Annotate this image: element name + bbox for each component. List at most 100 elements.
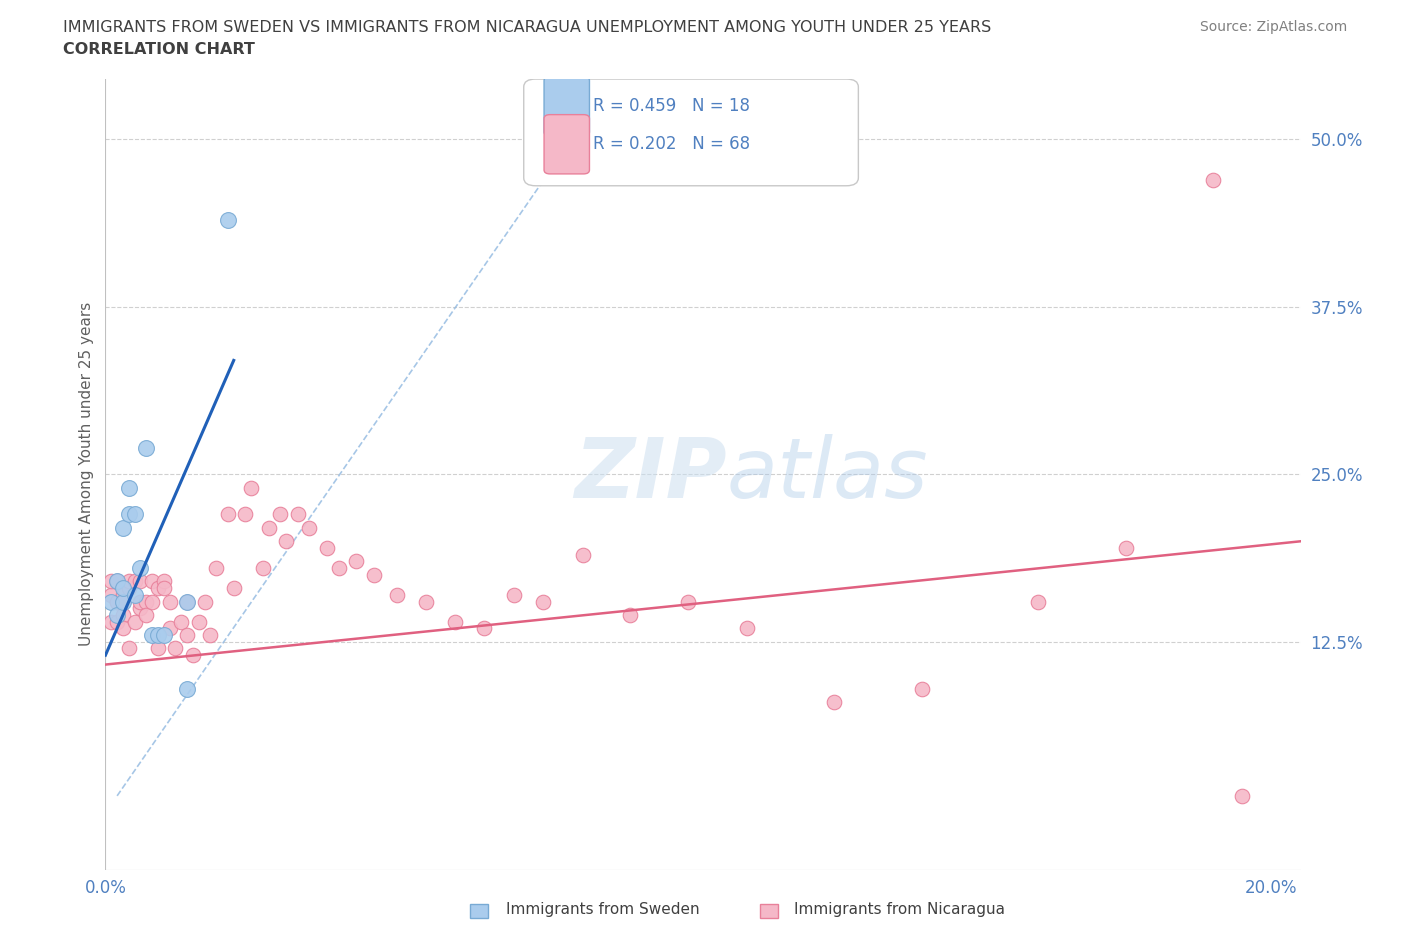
Point [105, 594, 128, 609]
Point [100, 614, 122, 629]
Point [276, 534, 298, 549]
Point [200, 628, 222, 643]
Point [217, 507, 239, 522]
Point [111, 594, 134, 609]
FancyBboxPatch shape [544, 76, 589, 136]
Point [105, 574, 128, 589]
Point [111, 594, 134, 609]
Point [105, 574, 128, 589]
Point [269, 507, 291, 522]
Text: R = 0.202   N = 68: R = 0.202 N = 68 [593, 135, 751, 153]
Point [415, 594, 437, 609]
Point [118, 480, 141, 495]
Point [531, 594, 554, 609]
Point [129, 574, 152, 589]
Point [502, 588, 524, 603]
Text: R = 0.459   N = 18: R = 0.459 N = 18 [593, 97, 749, 115]
Point [118, 574, 141, 589]
Point [572, 547, 595, 562]
Point [124, 507, 146, 522]
Text: IMMIGRANTS FROM SWEDEN VS IMMIGRANTS FROM NICARAGUA UNEMPLOYMENT AMONG YOUTH UND: IMMIGRANTS FROM SWEDEN VS IMMIGRANTS FRO… [63, 20, 991, 35]
FancyBboxPatch shape [524, 79, 858, 186]
Point [129, 601, 152, 616]
Point [176, 594, 198, 609]
Point [129, 594, 152, 609]
Point [316, 540, 339, 555]
Point [100, 594, 122, 609]
Point [823, 695, 845, 710]
Bar [761, 904, 778, 918]
Point [100, 574, 122, 589]
Point [100, 588, 122, 603]
Point [105, 594, 128, 609]
Point [181, 647, 204, 662]
Point [176, 682, 198, 697]
Point [363, 567, 385, 582]
Point [111, 521, 134, 536]
Point [152, 628, 174, 643]
Text: atlas: atlas [727, 433, 928, 515]
Bar [470, 904, 488, 918]
Point [678, 594, 700, 609]
Y-axis label: Unemployment Among Youth under 25 years: Unemployment Among Youth under 25 years [79, 302, 94, 646]
Point [328, 561, 350, 576]
Point [165, 641, 187, 656]
Point [105, 607, 128, 622]
Point [152, 580, 174, 595]
Point [1026, 594, 1049, 609]
Point [124, 614, 146, 629]
FancyBboxPatch shape [544, 114, 589, 174]
Point [385, 588, 408, 603]
Point [118, 507, 141, 522]
Point [187, 614, 209, 629]
Point [118, 580, 141, 595]
Point [111, 621, 134, 636]
Point [118, 641, 141, 656]
Point [1115, 540, 1137, 555]
Point [298, 521, 321, 536]
Point [252, 561, 274, 576]
Point [257, 521, 280, 536]
Point [240, 480, 263, 495]
Point [619, 607, 641, 622]
Point [344, 554, 367, 569]
Point [1202, 172, 1225, 187]
Point [217, 212, 239, 227]
Point [222, 580, 245, 595]
Point [124, 588, 146, 603]
Point [141, 628, 163, 643]
Point [146, 580, 169, 595]
Point [159, 621, 181, 636]
Point [474, 621, 496, 636]
Point [176, 628, 198, 643]
Point [287, 507, 309, 522]
Text: Immigrants from Nicaragua: Immigrants from Nicaragua [794, 902, 1005, 917]
Point [105, 614, 128, 629]
Point [129, 561, 152, 576]
Point [735, 621, 758, 636]
Point [444, 614, 467, 629]
Point [111, 607, 134, 622]
Point [111, 580, 134, 595]
Point [1232, 789, 1254, 804]
Point [159, 594, 181, 609]
Text: Source: ZipAtlas.com: Source: ZipAtlas.com [1199, 20, 1347, 34]
Point [135, 594, 157, 609]
Point [170, 614, 193, 629]
Point [141, 594, 163, 609]
Point [111, 588, 134, 603]
Text: Immigrants from Sweden: Immigrants from Sweden [506, 902, 700, 917]
Point [146, 628, 169, 643]
Point [176, 594, 198, 609]
Point [193, 594, 215, 609]
Point [152, 574, 174, 589]
Point [146, 641, 169, 656]
Text: ZIP: ZIP [574, 433, 727, 515]
Point [910, 682, 932, 697]
Point [124, 574, 146, 589]
Point [135, 440, 157, 455]
Point [135, 607, 157, 622]
Point [205, 561, 228, 576]
Text: CORRELATION CHART: CORRELATION CHART [63, 42, 254, 57]
Point [235, 507, 257, 522]
